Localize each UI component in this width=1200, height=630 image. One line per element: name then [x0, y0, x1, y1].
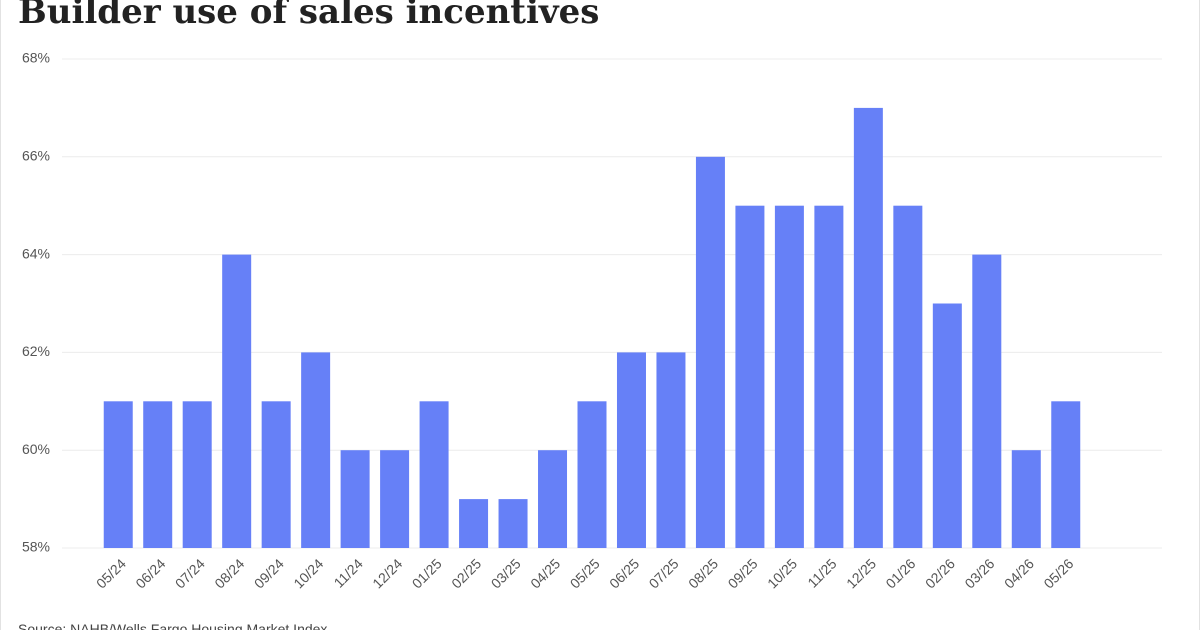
x-tick-label: 07/24: [172, 555, 208, 591]
x-tick-label: 11/25: [804, 555, 840, 591]
bar: [498, 499, 528, 548]
bar: [538, 450, 568, 548]
bar: [261, 401, 291, 548]
x-tick-label: 03/26: [961, 555, 997, 591]
bar: [340, 450, 370, 548]
x-tick-label: 01/26: [882, 555, 918, 591]
chart-title: Builder use of sales incentives: [18, 0, 599, 32]
x-tick-label: 02/26: [922, 555, 958, 591]
x-tick-label: 02/25: [448, 555, 484, 591]
bar: [932, 303, 962, 548]
bar: [774, 205, 804, 548]
bar: [656, 352, 686, 548]
x-tick-label: 10/25: [764, 555, 800, 591]
y-tick-label: 66%: [22, 148, 50, 164]
x-tick-label: 04/26: [1001, 555, 1037, 591]
bar: [814, 205, 844, 548]
x-tick-label: 07/25: [646, 555, 682, 591]
x-tick-label: 12/24: [369, 555, 405, 591]
bar: [577, 401, 607, 548]
x-tick-label: 05/24: [93, 555, 129, 591]
bar: [1011, 450, 1041, 548]
bar: [735, 205, 765, 548]
bar: [143, 401, 173, 548]
bar: [1051, 401, 1081, 548]
y-tick-label: 60%: [22, 441, 50, 457]
bar: [380, 450, 410, 548]
bar: [103, 401, 133, 548]
x-tick-label: 06/25: [606, 555, 642, 591]
bar: [972, 254, 1002, 548]
x-tick-label: 03/25: [488, 555, 524, 591]
x-tick-label: 08/24: [211, 555, 247, 591]
x-tick-label: 05/26: [1040, 555, 1076, 591]
x-tick-label: 09/24: [251, 555, 287, 591]
x-tick-label: 10/24: [290, 555, 326, 591]
x-tick-label: 09/25: [725, 555, 761, 591]
bar: [182, 401, 212, 548]
x-tick-label: 12/25: [843, 555, 879, 591]
bar: [893, 205, 923, 548]
y-tick-label: 62%: [22, 343, 50, 359]
bar: [695, 156, 725, 549]
y-tick-label: 58%: [22, 539, 50, 555]
x-tick-label: 04/25: [527, 555, 563, 591]
bar: [459, 499, 489, 548]
bar: [853, 107, 883, 549]
source: Source: NAHB/Wells Fargo Housing Market …: [18, 621, 327, 630]
x-tick-label: 06/24: [132, 555, 168, 591]
bar: [222, 254, 252, 548]
x-tick-label: 11/24: [331, 555, 367, 591]
y-tick-label: 68%: [22, 50, 50, 66]
y-tick-label: 64%: [22, 245, 50, 261]
x-tick-label: 05/25: [567, 555, 603, 591]
x-tick-label: 08/25: [685, 555, 721, 591]
bar: [301, 352, 331, 548]
bar: [419, 401, 449, 548]
bar: [616, 352, 646, 548]
x-tick-label: 01/25: [409, 555, 445, 591]
